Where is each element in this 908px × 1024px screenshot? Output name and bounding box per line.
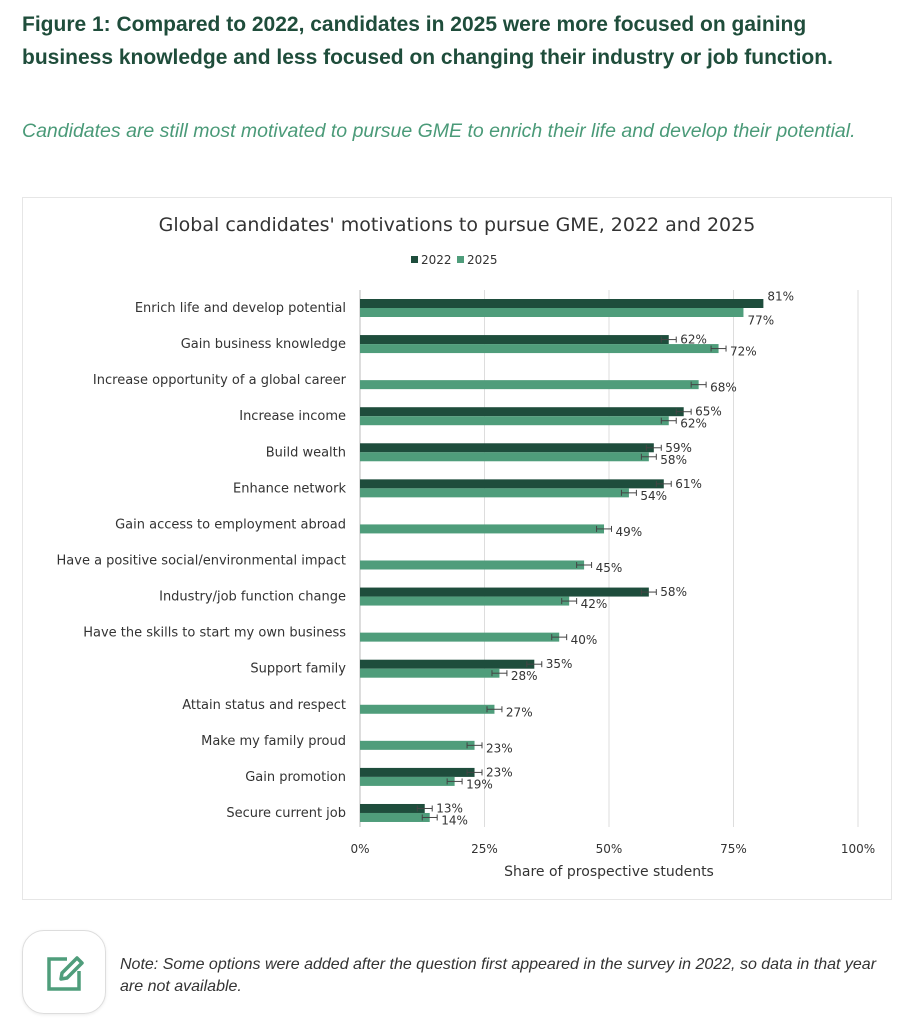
data-label-2022: 65%	[695, 405, 722, 419]
bar-2025	[360, 632, 560, 642]
bar-2022	[360, 335, 669, 345]
bar-2025	[360, 668, 500, 678]
bar-2025	[360, 704, 495, 714]
bar-2022	[360, 767, 475, 777]
data-label-2022: 13%	[436, 801, 463, 815]
category-label: Enhance network	[233, 481, 346, 496]
data-label-2022: 58%	[660, 585, 687, 599]
data-label-2025: 77%	[747, 314, 774, 328]
x-tick-label: 100%	[841, 842, 875, 856]
data-label-2022: 23%	[486, 765, 513, 779]
bar-2022	[360, 803, 425, 813]
category-label: Gain promotion	[245, 770, 346, 785]
note-icon-box	[22, 930, 106, 1014]
data-label-2022: 61%	[675, 477, 702, 491]
chart-title: Global candidates' motivations to pursue…	[159, 214, 756, 236]
bar-2022	[360, 407, 684, 417]
data-label-2025: 45%	[596, 561, 623, 575]
x-tick-label: 0%	[350, 842, 369, 856]
category-label: Industry/job function change	[159, 590, 346, 605]
data-label-2025: 62%	[680, 417, 707, 431]
data-label-2025: 68%	[710, 381, 737, 395]
data-label-2025: 72%	[730, 345, 757, 359]
bar-2022	[360, 443, 654, 453]
x-tick-label: 50%	[596, 842, 623, 856]
data-label-2022: 59%	[665, 441, 692, 455]
data-label-2025: 14%	[441, 813, 468, 827]
bar-2025	[360, 380, 699, 390]
bar-chart: Global candidates' motivations to pursue…	[57, 214, 876, 880]
bar-2025	[360, 596, 570, 606]
category-label: Have the skills to start my own business	[83, 626, 346, 641]
data-label-2025: 40%	[571, 633, 598, 647]
category-label: Increase opportunity of a global career	[93, 373, 347, 388]
category-label: Attain status and respect	[182, 698, 346, 713]
category-label: Make my family proud	[201, 734, 346, 749]
data-label-2025: 58%	[660, 453, 687, 467]
figure-headline: Figure 1: Compared to 2022, candidates i…	[22, 13, 833, 69]
chart-container: Global candidates' motivations to pursue…	[22, 197, 892, 900]
legend-swatch-2025	[457, 256, 464, 263]
legend-label-2025: 2025	[467, 253, 498, 267]
bar-2025	[360, 524, 605, 534]
category-label: Secure current job	[226, 806, 346, 821]
bar-2022	[360, 479, 664, 489]
legend-label-2022: 2022	[421, 253, 452, 267]
data-label-2022: 81%	[767, 290, 794, 304]
category-label: Gain access to employment abroad	[115, 517, 346, 532]
category-label: Build wealth	[266, 445, 346, 460]
bar-2025	[360, 740, 475, 750]
data-label-2025: 28%	[511, 669, 538, 683]
data-label-2025: 23%	[486, 741, 513, 755]
data-label-2025: 49%	[615, 525, 642, 539]
data-label-2022: 35%	[546, 657, 573, 671]
bar-2025	[360, 560, 585, 570]
legend-swatch-2022	[411, 256, 418, 263]
category-label: Support family	[250, 662, 346, 677]
category-label: Gain business knowledge	[181, 337, 346, 352]
bar-2025	[360, 776, 455, 786]
bar-2022	[360, 299, 764, 308]
data-label-2022: 62%	[680, 333, 707, 347]
bar-2022	[360, 659, 535, 669]
category-label: Enrich life and develop potential	[135, 301, 346, 316]
bar-2025	[360, 308, 744, 317]
edit-note-icon	[47, 956, 84, 991]
data-label-2025: 19%	[466, 777, 493, 791]
bar-2025	[360, 344, 719, 354]
data-label-2025: 54%	[640, 489, 667, 503]
category-label: Have a positive social/environmental imp…	[57, 553, 346, 568]
note-text: Note: Some options were added after the …	[120, 956, 877, 995]
bar-2025	[360, 452, 649, 462]
figure-subheadline: Candidates are still most motivated to p…	[22, 120, 856, 142]
x-tick-label: 25%	[471, 842, 498, 856]
x-tick-label: 75%	[720, 842, 747, 856]
bar-2025	[360, 488, 629, 498]
bar-2022	[360, 587, 649, 597]
data-label-2025: 27%	[506, 705, 533, 719]
x-axis-label: Share of prospective students	[504, 864, 714, 880]
data-label-2025: 42%	[581, 597, 608, 611]
bar-2025	[360, 812, 430, 822]
category-label: Increase income	[239, 409, 346, 424]
bar-2025	[360, 416, 669, 426]
